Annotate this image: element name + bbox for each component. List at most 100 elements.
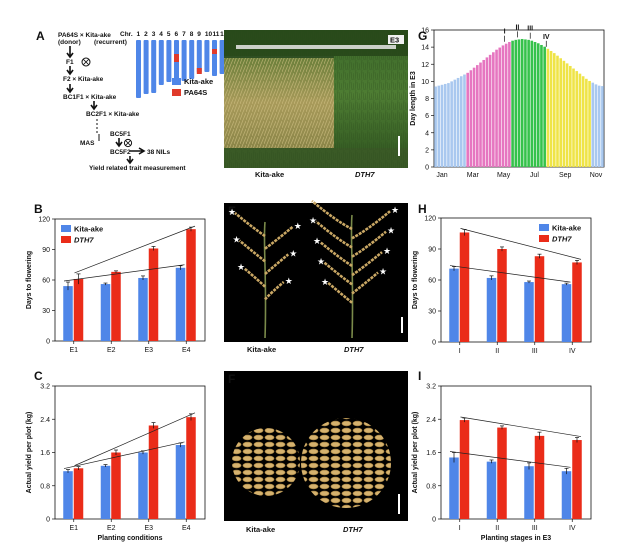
daylength-bar	[434, 86, 437, 167]
panicle-dth7-star-icon: ★	[391, 206, 399, 216]
legend-label-kita: Kita-ake	[184, 77, 213, 86]
bar-dth7	[73, 278, 84, 341]
y-tick-label: 90	[428, 247, 436, 254]
bar-kita-ake	[63, 286, 73, 341]
panicle-dth7-branch	[351, 251, 383, 277]
x-tick-label: Sep	[559, 172, 572, 179]
panicle-dth7-star-icon: ★	[321, 278, 329, 288]
chromosome-number: 3	[152, 31, 156, 38]
x-tick-label: II	[495, 348, 499, 355]
bar-kita-ake	[63, 471, 73, 519]
chart-g: G 0 2 4 6 8 10 12 14 16 Day length in E3 Jan Mar May J…	[410, 24, 605, 179]
daylength-bar	[482, 59, 486, 167]
y-tick-label: 30	[42, 308, 50, 315]
daylength-bar	[591, 82, 595, 167]
field-back-texture	[224, 30, 408, 56]
panicle-kita-star-icon: ★	[289, 249, 297, 259]
scale-bar	[398, 494, 400, 514]
x-tick-label: Jul	[530, 172, 539, 179]
self-cross-x-icon	[82, 58, 90, 66]
y-tick-label: 120	[424, 216, 436, 223]
chromosome-12	[219, 40, 225, 74]
chromosome-10	[204, 40, 210, 72]
introgression-9	[196, 68, 202, 74]
x-tick-label: IV	[569, 348, 576, 355]
trend-line-kita-ake	[449, 265, 571, 283]
scheme-final: Yield related trait measurement	[89, 165, 186, 172]
label-dth7-d: DTH7	[355, 170, 375, 179]
y-tick-label: 120	[38, 217, 50, 224]
daylength-bar	[501, 45, 505, 167]
panel-letter-g: G	[418, 29, 427, 43]
x-tick-label: I	[459, 348, 461, 355]
daylength-bar	[453, 79, 457, 167]
scheme-donor: (donor)	[58, 39, 81, 46]
arrow-icon	[115, 138, 123, 148]
panicle-kita-branch	[264, 280, 285, 301]
y-axis-label: Days to flowering	[26, 251, 33, 309]
label-dth7-f: DTH7	[343, 525, 363, 534]
x-tick-label: E4	[182, 347, 191, 354]
daylength-bar	[508, 41, 511, 167]
bar-dth7	[534, 256, 545, 342]
y-tick-label: 60	[42, 278, 50, 285]
trend-line-dth7	[74, 412, 196, 466]
bar-dth7	[111, 271, 121, 341]
panel-letter-i: I	[418, 369, 421, 383]
y-tick-label: 10	[421, 79, 429, 86]
daylength-bar	[479, 62, 482, 167]
self-cross-icon	[81, 57, 91, 67]
legend-swatch-kita-ake	[61, 225, 71, 232]
panel-d: D E3 Kita-ake DTH7	[224, 29, 408, 179]
x-tick-label: II	[495, 525, 499, 532]
daylength-bar	[569, 65, 572, 167]
bar-kita-ake	[486, 277, 497, 342]
daylength-bar	[597, 85, 601, 167]
bar-dth7	[497, 427, 507, 519]
scheme-nils: 38 NILs	[147, 149, 171, 156]
bar-dth7	[572, 440, 582, 519]
bar-kita-ake	[138, 277, 148, 341]
bar-dth7	[497, 249, 507, 342]
x-tick-label: Nov	[590, 172, 603, 179]
panicle-dth7-branch	[311, 200, 353, 231]
chromosome-number: 11	[213, 31, 220, 38]
chart-b: B 0 30 60 90 120 Days to flowering E1 E2 E3 E4 Kita…	[26, 202, 206, 354]
panicle-dth7-star-icon: ★	[309, 216, 317, 226]
legend-label-dth7: DTH7	[552, 235, 572, 244]
self-cross-x-icon	[125, 140, 131, 146]
panicle-dth7-stem	[350, 214, 354, 339]
trend-line-dth7	[74, 225, 196, 274]
daylength-bar	[572, 68, 575, 167]
y-axis-label: Day length in E3	[410, 71, 417, 126]
bar-kita-ake	[524, 282, 534, 342]
chromosome-number: 10	[205, 31, 213, 38]
y-tick-label: 0	[432, 340, 436, 347]
x-tick-label: IV	[569, 525, 576, 532]
y-tick-label: 0	[46, 517, 50, 524]
bar-kita-ake	[175, 267, 186, 341]
daylength-bar	[466, 72, 469, 167]
arrow-icon	[66, 84, 74, 94]
bar-kita-ake	[449, 457, 459, 519]
chromosome-number: 8	[190, 31, 194, 38]
daylength-bar	[504, 43, 508, 168]
panel-letter-c: C	[34, 369, 43, 383]
chromosome-4	[158, 40, 164, 85]
x-tick-label: Jan	[436, 172, 447, 179]
daylength-bar	[524, 39, 527, 168]
legend-label-kita-ake: Kita-ake	[74, 225, 103, 234]
legend-swatch-kita-ake	[539, 224, 549, 231]
chromosome-map: 1 2 3 4 5 6 7 8 9 10 11 12	[136, 31, 228, 98]
daylength-bar	[472, 67, 476, 167]
panicle-kita-star-icon: ★	[228, 208, 236, 218]
panicle-dth7-star-icon: ★	[305, 196, 313, 206]
chromosome-number: 4	[159, 31, 163, 38]
daylength-bar	[450, 81, 453, 167]
daylength-bar	[463, 74, 466, 167]
bar-kita-ake	[449, 268, 459, 342]
panicle-kita-branch	[238, 239, 266, 263]
bar-kita-ake	[138, 452, 148, 519]
bar-kita-ake	[100, 465, 111, 519]
